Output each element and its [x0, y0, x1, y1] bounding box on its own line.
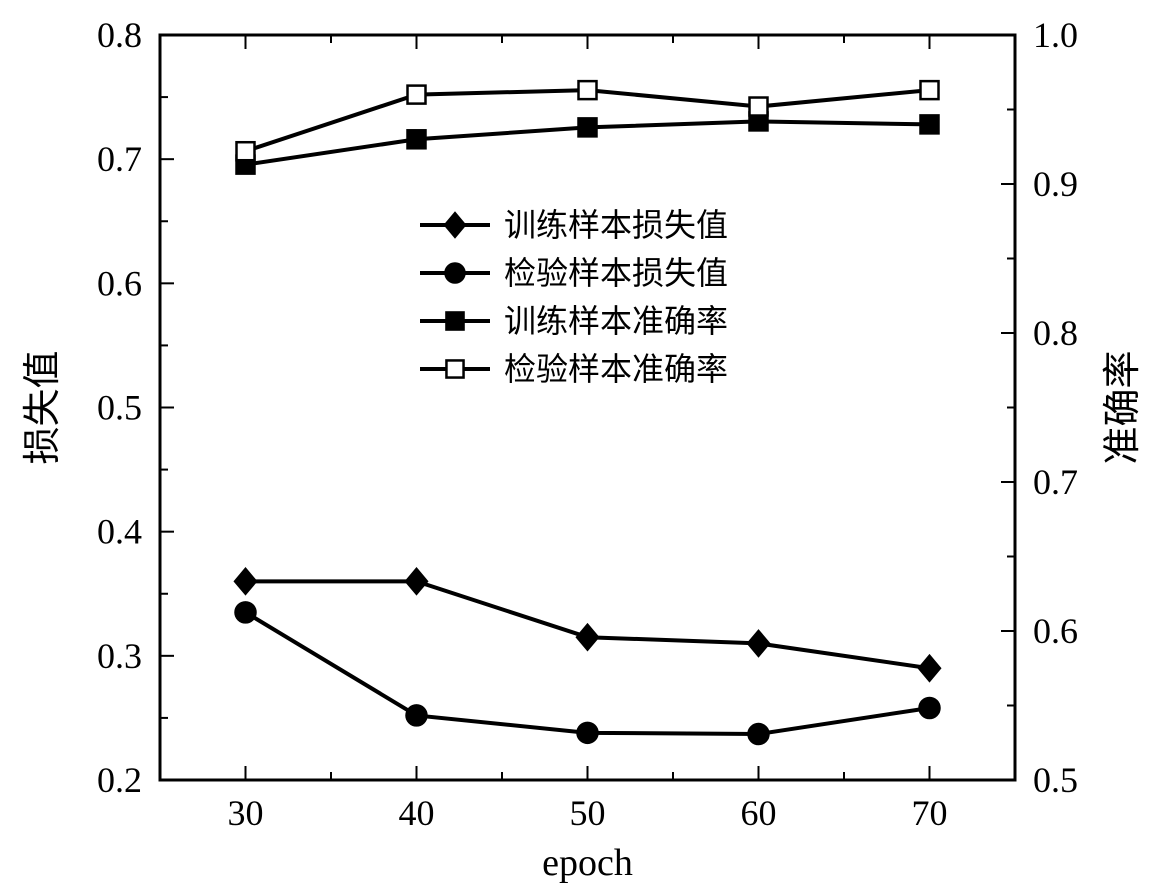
y-left-tick-label: 0.4	[97, 512, 142, 552]
y-left-tick-label: 0.7	[97, 139, 142, 179]
legend-label: 训练样本损失值	[504, 207, 728, 243]
chart-container: 30 40 50 60 70 epoch 0.2 0.3 0.4 0.5 0.6 0.7 0.8 损失值 0…	[0, 0, 1175, 891]
legend-label: 检验样本准确率	[504, 351, 728, 387]
y-right-tick-label: 0.9	[1033, 164, 1078, 204]
x-axis-label: epoch	[542, 842, 633, 884]
y-left-tick-label: 0.8	[97, 15, 142, 55]
y-right-tick-label: 0.8	[1033, 313, 1078, 353]
y-left-tick-label: 0.2	[97, 760, 142, 800]
y-left-tick-label: 0.5	[97, 388, 142, 428]
y-left-tick-label: 0.3	[97, 636, 142, 676]
x-tick-label: 70	[912, 793, 948, 833]
y-right-tick-label: 0.5	[1033, 760, 1078, 800]
x-tick-label: 60	[741, 793, 777, 833]
dual-axis-line-chart: 30 40 50 60 70 epoch 0.2 0.3 0.4 0.5 0.6 0.7 0.8 损失值 0…	[0, 0, 1175, 891]
y-left-tick-label: 0.6	[97, 263, 142, 303]
y-right-tick-label: 1.0	[1033, 15, 1078, 55]
y-right-axis-label: 准确率	[1102, 350, 1144, 464]
y-right-tick-label: 0.7	[1033, 462, 1078, 502]
legend-label: 检验样本损失值	[504, 255, 728, 291]
y-left-axis-label: 损失值	[22, 350, 64, 464]
x-tick-label: 50	[570, 793, 606, 833]
legend-label: 训练样本准确率	[504, 303, 728, 339]
x-tick-label: 30	[228, 793, 264, 833]
x-tick-label: 40	[399, 793, 435, 833]
y-right-tick-label: 0.6	[1033, 611, 1078, 651]
